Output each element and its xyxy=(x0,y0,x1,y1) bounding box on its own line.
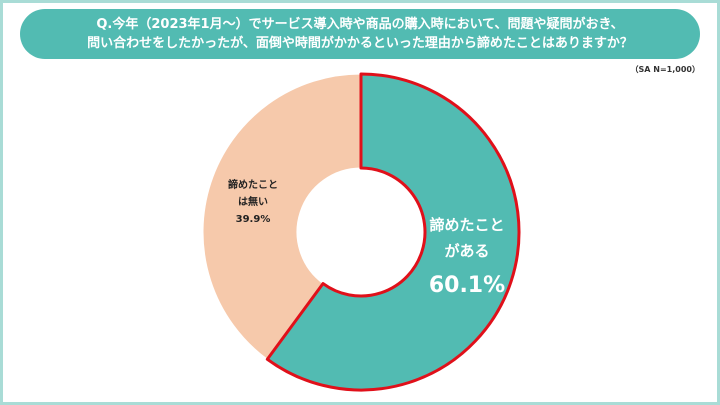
slice-no xyxy=(202,73,362,360)
question-banner: Q.今年（2023年1月～）でサービス導入時や商品の購入時において、問題や疑問が… xyxy=(20,9,700,59)
question-line-2: 問い合わせをしたかったが、面倒や時間がかかるといった理由から諦めたことはあります… xyxy=(87,36,633,51)
slice-no-value: 39.9% xyxy=(236,214,271,225)
slice-no-label-line1: 諦めたこと xyxy=(228,178,278,191)
question-line-1: Q.今年（2023年1月～）でサービス導入時や商品の購入時において、問題や疑問が… xyxy=(96,17,624,32)
sample-size-note: （SA N=1,000） xyxy=(630,65,700,74)
slice-yes xyxy=(265,72,521,392)
slice-yes-value: 60.1% xyxy=(429,273,505,298)
slice-no-label-line2: は無い xyxy=(238,195,268,208)
slice-yes-label-line2: がある xyxy=(444,242,489,260)
slice-yes-label-line1: 諦めたこと xyxy=(429,216,504,234)
